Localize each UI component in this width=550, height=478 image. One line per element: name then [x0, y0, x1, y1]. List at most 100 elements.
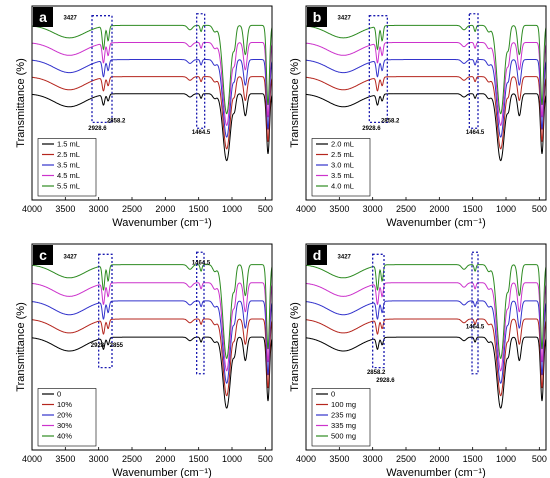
series-line-1	[31, 336, 273, 409]
series-line-2	[32, 76, 273, 150]
peak-annotation: 2928	[91, 343, 105, 349]
legend-label: 100 mg	[331, 400, 356, 409]
panel-label: b	[313, 9, 322, 25]
legend-label: 1.5 mL	[57, 140, 80, 149]
series-line-2	[305, 318, 547, 397]
x-tick-label: 3000	[89, 454, 109, 464]
x-tick-label: 3000	[89, 204, 109, 214]
legend-label: 2.0 mL	[331, 140, 354, 149]
peak-annotation: 2858.2	[381, 118, 400, 124]
peak-annotation: 3427	[338, 16, 352, 22]
plot-frame	[31, 243, 273, 451]
legend-label: 235 mg	[331, 411, 356, 420]
x-tick-label: 4000	[296, 204, 316, 214]
series-line-2	[306, 76, 547, 150]
legend-label: 4.0 mL	[331, 182, 354, 191]
plot-frame	[31, 5, 273, 201]
panel-label: c	[39, 247, 47, 263]
highlight-box	[468, 13, 479, 129]
legend-label: 335 mg	[331, 421, 356, 430]
peak-annotation: 2858.2	[367, 370, 386, 376]
x-tick-label: 2000	[429, 454, 449, 464]
chart-panel-b: 4000 3500 3000 2500 2000 1500 1000 500 Wavenumbe…	[289, 5, 547, 229]
peak-annotation: 3427	[338, 254, 352, 260]
legend-label: 3.5 mL	[331, 171, 354, 180]
x-tick-label: 1000	[496, 204, 516, 214]
plot-frame	[305, 243, 547, 451]
legend-label: 40%	[57, 432, 72, 441]
x-tick-label: 500	[532, 454, 547, 464]
x-tick-label: 500	[258, 204, 273, 214]
x-tick-label: 3000	[363, 204, 383, 214]
x-tick-label: 2000	[155, 204, 175, 214]
panel-label-badge	[307, 245, 327, 265]
chart-panel-d: 4000 3500 3000 2500 2000 1500 1000 500 Wavenumbe…	[289, 243, 547, 478]
plot-frame	[305, 5, 547, 201]
x-tick-label: 3500	[55, 204, 75, 214]
series-line-4	[305, 282, 547, 372]
chart-panel-a: 4000 3500 3000 2500 2000 1500 1000 500 Wavenumbe…	[15, 5, 273, 229]
x-tick-label: 1000	[222, 454, 242, 464]
series-line-1	[306, 93, 547, 162]
legend-label: 0	[331, 390, 335, 399]
x-tick-label: 1000	[222, 204, 242, 214]
x-tick-label: 2500	[396, 204, 416, 214]
x-tick-label: 2500	[122, 454, 142, 464]
x-tick-label: 1500	[463, 454, 483, 464]
series-line-3	[32, 300, 273, 384]
legend-label: 5.5 mL	[57, 182, 80, 191]
panel-label-badge	[33, 245, 53, 265]
highlight-box	[196, 251, 205, 375]
legend-label: 3.0 mL	[331, 161, 354, 170]
x-axis-label: Wavenumber (cm⁻¹)	[112, 217, 212, 229]
x-tick-label: 4000	[296, 454, 316, 464]
legend-label: 3.5 mL	[57, 161, 80, 170]
highlight-box	[98, 253, 113, 369]
legend-label: 4.5 mL	[57, 171, 80, 180]
series-line-5	[305, 24, 547, 115]
peak-annotation: 1464.5	[192, 261, 211, 267]
x-tick-label: 3500	[329, 454, 349, 464]
series-line-4	[305, 42, 547, 127]
series-line-3	[305, 59, 547, 138]
x-tick-label: 4000	[22, 204, 42, 214]
x-axis-label: Wavenumber (cm⁻¹)	[386, 467, 486, 478]
highlight-box	[372, 253, 385, 369]
x-axis-label: Wavenumber (cm⁻¹)	[112, 467, 212, 478]
legend-label: 10%	[57, 400, 72, 409]
series-line-3	[31, 59, 273, 138]
panel-label-badge	[307, 7, 327, 27]
legend-label: 20%	[57, 411, 72, 420]
highlight-box	[91, 15, 113, 124]
legend-label: 500 mg	[331, 432, 356, 441]
x-tick-label: 2500	[122, 204, 142, 214]
chart-panel-c: 4000 3500 3000 2500 2000 1500 1000 500 Wavenumbe…	[15, 243, 273, 478]
x-tick-label: 2000	[155, 454, 175, 464]
x-tick-label: 1500	[189, 454, 209, 464]
legend-label: 0	[57, 390, 61, 399]
series-line-1	[32, 93, 273, 162]
peak-annotation: 1464.5	[192, 130, 211, 136]
series-line-1	[305, 336, 547, 409]
peak-annotation: 1464.5	[466, 130, 485, 136]
x-tick-label: 500	[532, 204, 547, 214]
x-tick-label: 500	[258, 454, 273, 464]
x-tick-label: 3500	[329, 204, 349, 214]
x-tick-label: 2500	[396, 454, 416, 464]
series-line-3	[306, 300, 547, 384]
peak-annotation: 3427	[64, 254, 78, 260]
legend-label: 2.5 mL	[331, 150, 354, 159]
panel-label: d	[313, 247, 322, 263]
series-line-4	[31, 282, 273, 372]
series-line-2	[31, 318, 273, 397]
y-axis-label: Transmittance (%)	[289, 58, 301, 147]
y-axis-label: Transmittance (%)	[15, 302, 27, 391]
peak-annotation: 3427	[64, 16, 78, 22]
legend-label: 2.5 mL	[57, 150, 80, 159]
peak-annotation: 2928.6	[362, 126, 381, 132]
panel-label-badge	[33, 7, 53, 27]
x-tick-label: 4000	[22, 454, 42, 464]
legend-label: 30%	[57, 421, 72, 430]
series-line-4	[31, 42, 273, 127]
